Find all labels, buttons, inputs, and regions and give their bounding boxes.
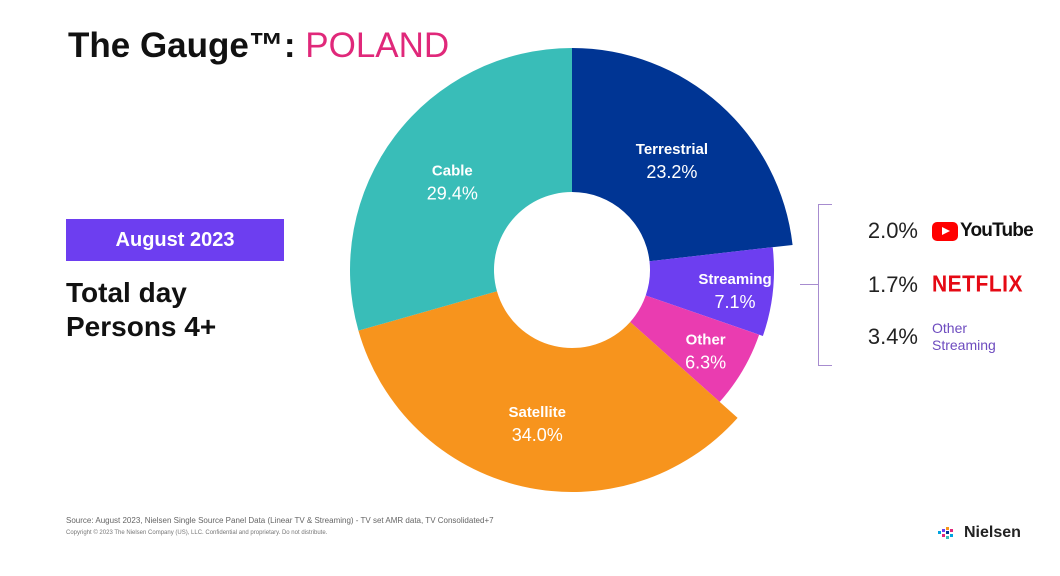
slice-streaming <box>645 247 774 337</box>
metric-line-2: Persons 4+ <box>66 311 217 342</box>
slice-label-streaming: Streaming 7.1% <box>698 271 771 312</box>
slice-other <box>630 295 760 402</box>
breakdown-row-youtube: 2.0% YouTube <box>840 216 1034 246</box>
slice-name: Terrestrial <box>636 141 708 158</box>
nielsen-wordmark: Nielsen <box>964 524 1021 541</box>
title-main: The Gauge™: <box>68 26 296 65</box>
slice-name: Satellite <box>508 404 566 421</box>
metric-label: Total day Persons 4+ <box>66 276 216 344</box>
other-streaming-label: Other Streaming <box>932 320 996 354</box>
slice-terrestrial <box>572 48 793 262</box>
slice-label-satellite: Satellite 34.0% <box>508 404 566 445</box>
slice-cable <box>350 48 572 331</box>
breakdown-value: 2.0% <box>867 218 918 243</box>
netflix-logo: NETFLIX <box>932 272 1023 297</box>
page-title: The Gauge™: POLAND <box>68 26 449 66</box>
other-streaming-line-1: Other <box>932 320 968 336</box>
breakdown-value: 1.7% <box>867 272 918 297</box>
slice-label-cable: Cable 29.4% <box>427 163 478 204</box>
source-note: Source: August 2023, Nielsen Single Sour… <box>66 516 494 525</box>
slice-name: Cable <box>432 163 473 180</box>
slice-label-other: Other 6.3% <box>685 331 726 372</box>
slice-name: Streaming <box>698 271 771 288</box>
nielsen-logo: Nielsen <box>938 524 1021 542</box>
slice-value: 29.4% <box>427 184 478 204</box>
copyright-note: Copyright © 2023 The Nielsen Company (US… <box>66 530 328 536</box>
slice-value: 34.0% <box>512 425 563 445</box>
slice-value: 23.2% <box>646 162 697 182</box>
breakdown-row-other-streaming: 3.4% Other Streaming <box>840 320 996 354</box>
slice-label-terrestrial: Terrestrial 23.2% <box>636 141 708 182</box>
slice-value: 6.3% <box>685 352 726 372</box>
streaming-bracket <box>818 204 832 366</box>
title-country: POLAND <box>305 26 450 65</box>
metric-line-1: Total day <box>66 277 187 308</box>
slice-satellite <box>358 291 738 493</box>
other-streaming-line-2: Streaming <box>932 337 996 353</box>
breakdown-row-netflix: 1.7% NETFLIX <box>840 270 1023 300</box>
youtube-wordmark: YouTube <box>960 220 1034 241</box>
youtube-logo: YouTube <box>932 220 1034 242</box>
youtube-play-icon <box>932 221 958 241</box>
breakdown-value: 3.4% <box>867 324 918 349</box>
streaming-bracket-stub <box>800 284 819 285</box>
period-badge: August 2023 <box>66 219 284 261</box>
slice-value: 7.1% <box>714 292 755 312</box>
slice-name: Other <box>686 331 726 348</box>
nielsen-mark-icon <box>938 527 953 539</box>
